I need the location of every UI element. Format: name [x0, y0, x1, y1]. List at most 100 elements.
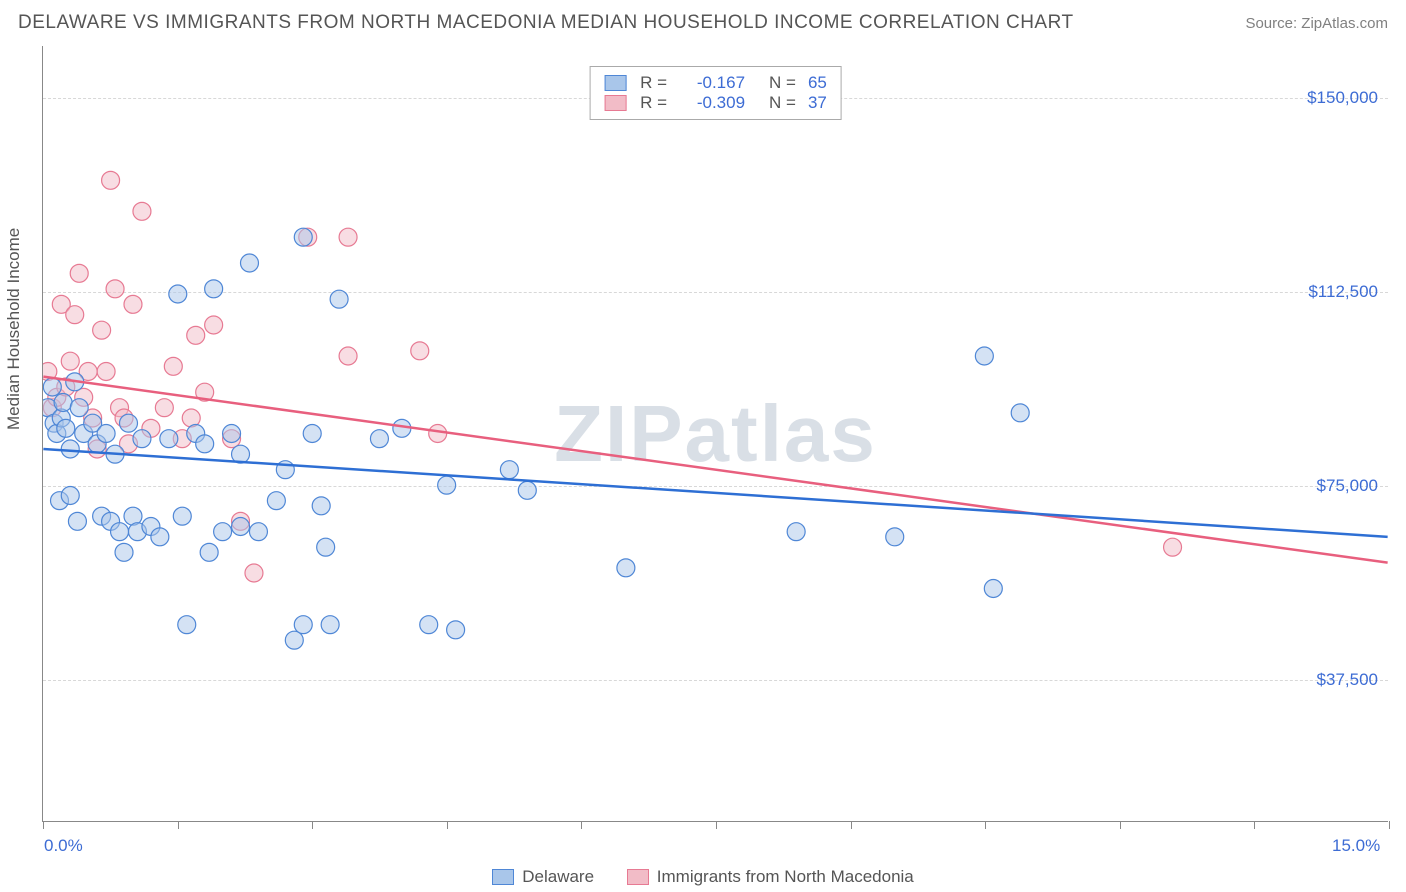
data-point	[429, 425, 447, 443]
x-tick	[716, 821, 717, 829]
n-label: N =	[769, 73, 796, 93]
data-point	[294, 228, 312, 246]
data-point	[984, 580, 1002, 598]
data-point	[70, 399, 88, 417]
data-point	[617, 559, 635, 577]
data-point	[70, 264, 88, 282]
data-point	[102, 171, 120, 189]
data-point	[447, 621, 465, 639]
x-tick	[1120, 821, 1121, 829]
swatch-delaware	[492, 869, 514, 885]
data-point	[294, 616, 312, 634]
data-point	[886, 528, 904, 546]
data-point	[500, 461, 518, 479]
series-legend: Delaware Immigrants from North Macedonia	[0, 867, 1406, 890]
data-point	[97, 425, 115, 443]
y-axis-label: Median Household Income	[4, 228, 24, 430]
data-point	[133, 202, 151, 220]
data-point	[321, 616, 339, 634]
data-point	[164, 357, 182, 375]
data-point	[133, 430, 151, 448]
data-point	[370, 430, 388, 448]
data-point	[240, 254, 258, 272]
correlation-legend: R = -0.167 N = 65 R = -0.309 N = 37	[589, 66, 842, 120]
data-point	[124, 295, 142, 313]
data-point	[1164, 538, 1182, 556]
x-axis-max-label: 15.0%	[1332, 836, 1380, 856]
chart-title: DELAWARE VS IMMIGRANTS FROM NORTH MACEDO…	[18, 12, 1074, 34]
x-tick	[178, 821, 179, 829]
data-point	[339, 347, 357, 365]
data-point	[787, 523, 805, 541]
data-point	[160, 430, 178, 448]
legend-label-delaware: Delaware	[522, 867, 594, 887]
data-point	[106, 280, 124, 298]
swatch-macedonia	[604, 95, 626, 111]
data-point	[115, 543, 133, 561]
data-point	[330, 290, 348, 308]
data-point	[312, 497, 330, 515]
data-point	[411, 342, 429, 360]
r-value-delaware: -0.167	[675, 73, 745, 93]
scatter-svg	[43, 46, 1388, 821]
data-point	[438, 476, 456, 494]
data-point	[61, 352, 79, 370]
data-point	[245, 564, 263, 582]
r-label: R =	[640, 93, 667, 113]
legend-row-macedonia: R = -0.309 N = 37	[604, 93, 827, 113]
chart-plot-area: ZIPatlas R = -0.167 N = 65 R = -0.309 N …	[42, 46, 1388, 822]
legend-label-macedonia: Immigrants from North Macedonia	[657, 867, 914, 887]
legend-item-delaware: Delaware	[492, 867, 594, 887]
legend-item-macedonia: Immigrants from North Macedonia	[627, 867, 914, 887]
data-point	[155, 399, 173, 417]
x-tick	[312, 821, 313, 829]
data-point	[232, 518, 250, 536]
data-point	[214, 523, 232, 541]
data-point	[61, 440, 79, 458]
data-point	[93, 321, 111, 339]
swatch-macedonia	[627, 869, 649, 885]
data-point	[151, 528, 169, 546]
x-tick	[581, 821, 582, 829]
data-point	[54, 394, 72, 412]
data-point	[196, 435, 214, 453]
data-point	[223, 425, 241, 443]
data-point	[249, 523, 267, 541]
data-point	[205, 316, 223, 334]
data-point	[339, 228, 357, 246]
data-point	[205, 280, 223, 298]
x-tick	[851, 821, 852, 829]
data-point	[1011, 404, 1029, 422]
r-value-macedonia: -0.309	[675, 93, 745, 113]
r-label: R =	[640, 73, 667, 93]
data-point	[68, 512, 86, 530]
data-point	[267, 492, 285, 510]
x-tick	[447, 821, 448, 829]
n-value-delaware: 65	[808, 73, 827, 93]
n-value-macedonia: 37	[808, 93, 827, 113]
legend-row-delaware: R = -0.167 N = 65	[604, 73, 827, 93]
data-point	[975, 347, 993, 365]
data-point	[97, 363, 115, 381]
data-point	[178, 616, 196, 634]
data-point	[303, 425, 321, 443]
data-point	[43, 378, 61, 396]
data-point	[66, 306, 84, 324]
data-point	[518, 481, 536, 499]
data-point	[61, 487, 79, 505]
x-tick	[43, 821, 44, 829]
data-point	[317, 538, 335, 556]
data-point	[173, 507, 191, 525]
data-point	[420, 616, 438, 634]
data-point	[187, 326, 205, 344]
x-tick	[985, 821, 986, 829]
x-tick	[1389, 821, 1390, 829]
data-point	[111, 523, 129, 541]
swatch-delaware	[604, 75, 626, 91]
data-point	[200, 543, 218, 561]
data-point	[57, 419, 75, 437]
source-attribution: Source: ZipAtlas.com	[1245, 15, 1388, 32]
n-label: N =	[769, 93, 796, 113]
data-point	[120, 414, 138, 432]
x-axis-min-label: 0.0%	[44, 836, 83, 856]
